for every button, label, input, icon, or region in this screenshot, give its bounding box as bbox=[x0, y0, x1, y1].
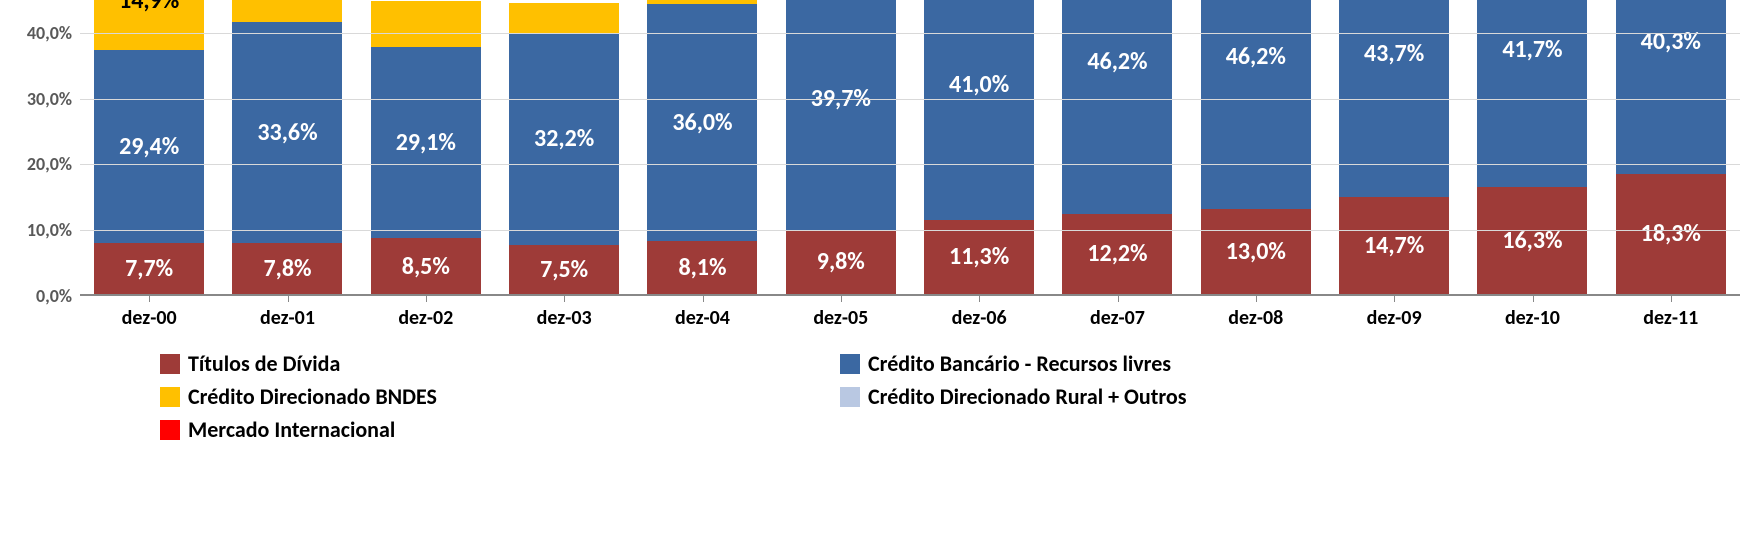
bar-column: 7,7%29,4%14,9% bbox=[94, 0, 204, 294]
bar-column: 7,5%32,2% bbox=[509, 3, 619, 294]
bar-segment-titulos: 13,0% bbox=[1201, 209, 1311, 295]
bar-column: 8,5%29,1% bbox=[371, 1, 481, 294]
bar-segment-livres: 41,7% bbox=[1477, 0, 1587, 187]
bar-segment-livres: 36,0% bbox=[647, 4, 757, 241]
x-tick bbox=[1671, 296, 1672, 302]
x-tick bbox=[426, 296, 427, 302]
bar-column: 12,2%46,2% bbox=[1062, 0, 1172, 294]
legend-swatch bbox=[160, 420, 180, 440]
bar-column: 13,0%46,2% bbox=[1201, 0, 1311, 294]
bar-segment-titulos: 7,8% bbox=[232, 243, 342, 294]
x-axis-labels: dez-00 dez-01 dez-02 dez-03 dez-04 dez-05 dez-… bbox=[80, 306, 1740, 330]
bar-segment-livres: 32,2% bbox=[509, 33, 619, 245]
bar-column: 7,8%33,6% bbox=[232, 0, 342, 294]
bar-segment-titulos: 7,7% bbox=[94, 243, 204, 294]
legend-label: Títulos de Dívida bbox=[188, 350, 340, 377]
x-tick bbox=[979, 296, 980, 302]
x-axis-label: dez-00 bbox=[94, 306, 204, 330]
bar-segment-titulos: 18,3% bbox=[1616, 174, 1726, 294]
bar-segment-titulos: 8,5% bbox=[371, 238, 481, 294]
stacked-bar-chart: 0,0%10,0%20,0%30,0%40,0% 7,7%29,4%14,9%7… bbox=[0, 0, 1760, 360]
y-tick-label: 20,0% bbox=[27, 153, 72, 175]
gridline bbox=[80, 164, 1740, 165]
bar-segment-bndes bbox=[371, 1, 481, 47]
bar-segment-titulos: 9,8% bbox=[786, 230, 896, 294]
bar-segment-livres: 29,4% bbox=[94, 50, 204, 243]
x-tick bbox=[564, 296, 565, 302]
bar-segment-titulos: 8,1% bbox=[647, 241, 757, 294]
x-axis-label: dez-01 bbox=[232, 306, 342, 330]
bar-segment-titulos: 7,5% bbox=[509, 245, 619, 294]
bar-segment-livres: 40,3% bbox=[1616, 0, 1726, 174]
x-axis-label: dez-02 bbox=[371, 306, 481, 330]
legend-swatch bbox=[840, 354, 860, 374]
bar-segment-titulos: 12,2% bbox=[1062, 214, 1172, 294]
bar-column: 8,1%36,0% bbox=[647, 0, 757, 294]
gridline bbox=[80, 230, 1740, 231]
x-tick bbox=[703, 296, 704, 302]
bar-column: 14,7%43,7% bbox=[1339, 0, 1449, 294]
x-axis-label: dez-04 bbox=[647, 306, 757, 330]
bars-container: 7,7%29,4%14,9% 7,8%33,6% 8,5%29,1% 7,5%32,2… bbox=[80, 0, 1740, 294]
bar-column: 9,8%39,7% bbox=[786, 0, 896, 294]
legend-item-rural: Crédito Direcionado Rural + Outros bbox=[840, 383, 1187, 410]
legend-item-bndes: Crédito Direcionado BNDES bbox=[160, 383, 437, 410]
legend-item-livres: Crédito Bancário - Recursos livres bbox=[840, 350, 1187, 377]
legend-swatch bbox=[840, 387, 860, 407]
legend: Títulos de Dívida Crédito Direcionado BND… bbox=[160, 350, 1660, 480]
x-axis-label: dez-03 bbox=[509, 306, 619, 330]
x-axis-label: dez-08 bbox=[1201, 306, 1311, 330]
y-tick-label: 0,0% bbox=[36, 285, 72, 307]
bar-column: 16,3%41,7% bbox=[1477, 0, 1587, 294]
x-axis-label: dez-05 bbox=[786, 306, 896, 330]
legend-label: Crédito Direcionado BNDES bbox=[188, 383, 437, 410]
bar-segment-bndes: 14,9% bbox=[94, 0, 204, 50]
plot-area: 7,7%29,4%14,9% 7,8%33,6% 8,5%29,1% 7,5%32,2… bbox=[80, 0, 1740, 296]
bar-column: 11,3%41,0% bbox=[924, 0, 1034, 294]
bar-segment-titulos: 16,3% bbox=[1477, 187, 1587, 294]
x-tick bbox=[1256, 296, 1257, 302]
legend-label: Mercado Internacional bbox=[188, 416, 395, 443]
y-tick-label: 10,0% bbox=[27, 219, 72, 241]
x-tick bbox=[149, 296, 150, 302]
x-axis-label: dez-11 bbox=[1616, 306, 1726, 330]
bar-segment-bndes bbox=[509, 3, 619, 33]
x-tick bbox=[1533, 296, 1534, 302]
bar-segment-bndes bbox=[232, 0, 342, 22]
x-axis-label: dez-10 bbox=[1477, 306, 1587, 330]
x-axis-label: dez-09 bbox=[1339, 306, 1449, 330]
legend-label: Crédito Bancário - Recursos livres bbox=[868, 350, 1171, 377]
bar-segment-titulos: 14,7% bbox=[1339, 197, 1449, 294]
x-tick bbox=[288, 296, 289, 302]
x-axis-label: dez-06 bbox=[924, 306, 1034, 330]
y-axis: 0,0%10,0%20,0%30,0%40,0% bbox=[0, 0, 80, 300]
bar-segment-livres: 46,2% bbox=[1201, 0, 1311, 209]
bar-segment-livres: 29,1% bbox=[371, 47, 481, 238]
gridline bbox=[80, 99, 1740, 100]
bar-column: 18,3%40,3% bbox=[1616, 0, 1726, 294]
legend-item-intl: Mercado Internacional bbox=[160, 416, 437, 443]
y-tick-label: 40,0% bbox=[27, 22, 72, 44]
x-axis-label: dez-07 bbox=[1062, 306, 1172, 330]
y-tick-label: 30,0% bbox=[27, 88, 72, 110]
legend-label: Crédito Direcionado Rural + Outros bbox=[868, 383, 1187, 410]
legend-column: Crédito Bancário - Recursos livres Crédit… bbox=[840, 350, 1187, 410]
legend-column: Títulos de Dívida Crédito Direcionado BND… bbox=[160, 350, 437, 443]
legend-swatch bbox=[160, 387, 180, 407]
x-tick bbox=[1118, 296, 1119, 302]
bar-segment-livres: 33,6% bbox=[232, 22, 342, 243]
legend-swatch bbox=[160, 354, 180, 374]
bar-segment-livres: 39,7% bbox=[786, 0, 896, 230]
legend-item-titulos: Títulos de Dívida bbox=[160, 350, 437, 377]
x-tick bbox=[841, 296, 842, 302]
gridline bbox=[80, 33, 1740, 34]
x-tick bbox=[1394, 296, 1395, 302]
